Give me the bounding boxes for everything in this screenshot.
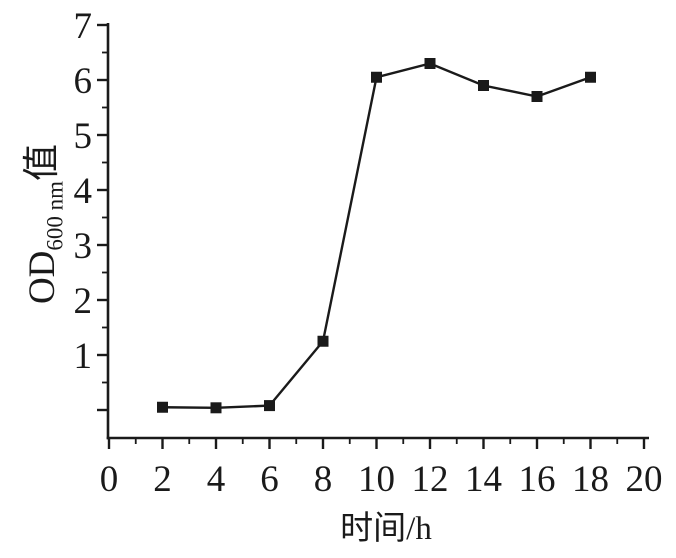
y-tick-label: 7 bbox=[74, 6, 93, 47]
data-point-marker bbox=[157, 401, 168, 413]
x-tick-label: 4 bbox=[207, 459, 226, 500]
data-point-marker bbox=[210, 402, 222, 414]
x-tick-label: 16 bbox=[519, 459, 556, 500]
y-tick-label: 3 bbox=[74, 226, 93, 267]
data-point-marker bbox=[585, 71, 596, 83]
data-point-marker bbox=[478, 80, 489, 91]
y-axis-title-subscript: 600 nm bbox=[42, 180, 68, 251]
x-tick-label: 2 bbox=[153, 459, 172, 500]
x-tick-label: 18 bbox=[572, 459, 609, 500]
y-tick-label: 5 bbox=[74, 116, 93, 157]
x-tick-label: 8 bbox=[314, 459, 333, 500]
data-line bbox=[162, 62, 591, 410]
x-tick-label: 12 bbox=[412, 459, 449, 500]
x-tick-label: 10 bbox=[358, 459, 395, 500]
data-point-marker bbox=[371, 71, 382, 83]
data-point-marker bbox=[531, 91, 543, 102]
y-axis-title: OD600 nm值 bbox=[11, 143, 68, 305]
y-axis-title-text: OD bbox=[22, 250, 63, 305]
x-axis-title: 时间/h bbox=[340, 511, 432, 547]
y-tick-label: 1 bbox=[74, 336, 93, 377]
x-tick-label: 14 bbox=[465, 459, 502, 500]
y-tick-label: 6 bbox=[74, 61, 93, 102]
x-tick-label: 20 bbox=[626, 459, 663, 500]
y-tick-label: 2 bbox=[74, 281, 93, 322]
data-point-marker bbox=[264, 400, 275, 412]
data-point-marker bbox=[317, 335, 329, 347]
y-axis-title-unit: 值 bbox=[22, 143, 63, 181]
x-tick-label: 0 bbox=[100, 459, 119, 500]
y-tick-label: 4 bbox=[74, 171, 93, 212]
x-tick-label: 6 bbox=[260, 459, 279, 500]
data-point-marker bbox=[424, 58, 436, 69]
